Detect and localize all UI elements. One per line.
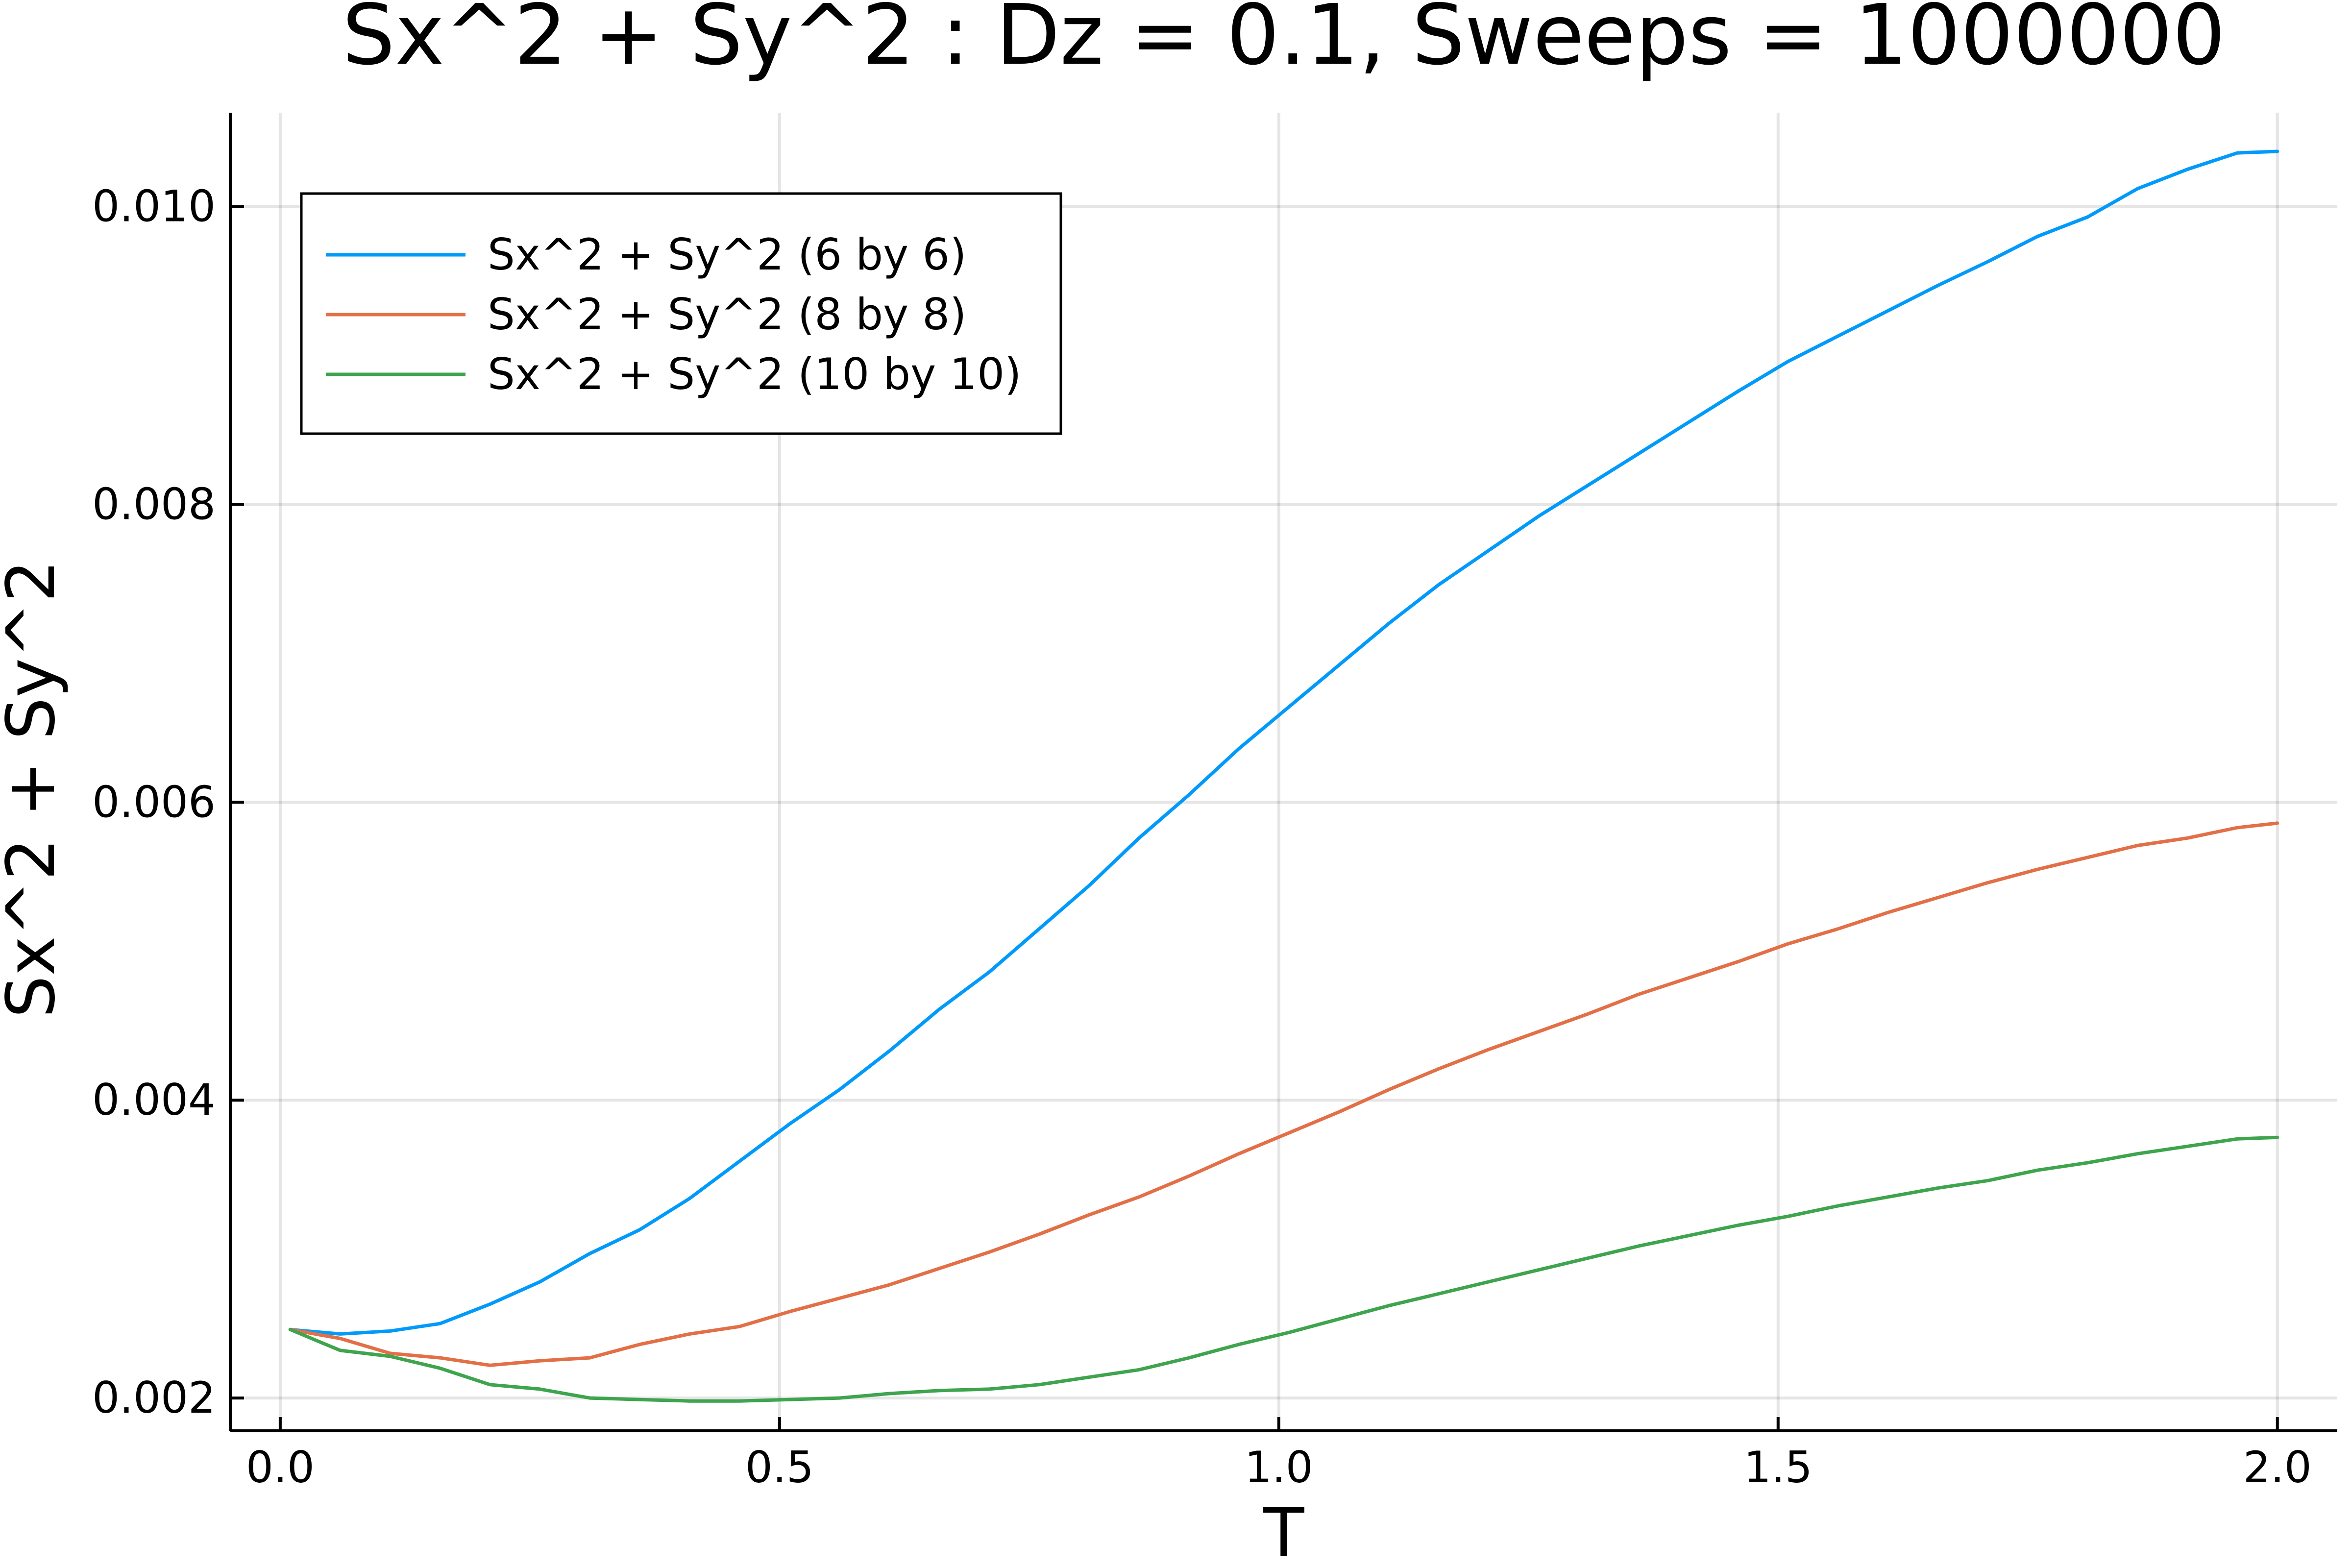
series-line-1 — [288, 149, 2279, 1336]
y-tick-label: 0.010 — [92, 181, 216, 231]
axes-layer: 0.0 0.5 1.0 1.5 2.0 0.002 0.004 0.006 0.008 0.010 — [92, 113, 2337, 1493]
y-tick-label: 0.002 — [92, 1372, 216, 1423]
legend-label-3: Sx^2 + Sy^2 (10 by 10) — [488, 349, 1021, 399]
x-tick-label: 0.5 — [745, 1442, 814, 1493]
series-layer — [288, 149, 2279, 1403]
x-tick-label: 1.0 — [1245, 1442, 1313, 1493]
x-tick-label: 2.0 — [2243, 1442, 2312, 1493]
y-tick-label: 0.004 — [92, 1075, 216, 1125]
legend: Sx^2 + Sy^2 (6 by 6) Sx^2 + Sy^2 (8 by 8)… — [300, 192, 1062, 435]
y-tick-label: 0.008 — [92, 479, 216, 529]
legend-label-1: Sx^2 + Sy^2 (6 by 6) — [488, 229, 967, 280]
chart-title: Sx^2 + Sy^2 : Dz = 0.1, Sweeps = 1000000 — [342, 0, 2225, 84]
legend-label-2: Sx^2 + Sy^2 (8 by 8) — [488, 289, 967, 340]
y-axis-title: Sx^2 + Sy^2 — [0, 560, 70, 1018]
series-line-2 — [288, 821, 2279, 1367]
x-axis-title: T — [1263, 1494, 1304, 1568]
x-tick-label: 0.0 — [246, 1442, 315, 1493]
y-tick-label: 0.006 — [92, 777, 216, 827]
series-line-3 — [288, 1135, 2279, 1403]
x-tick-label: 1.5 — [1744, 1442, 1813, 1493]
